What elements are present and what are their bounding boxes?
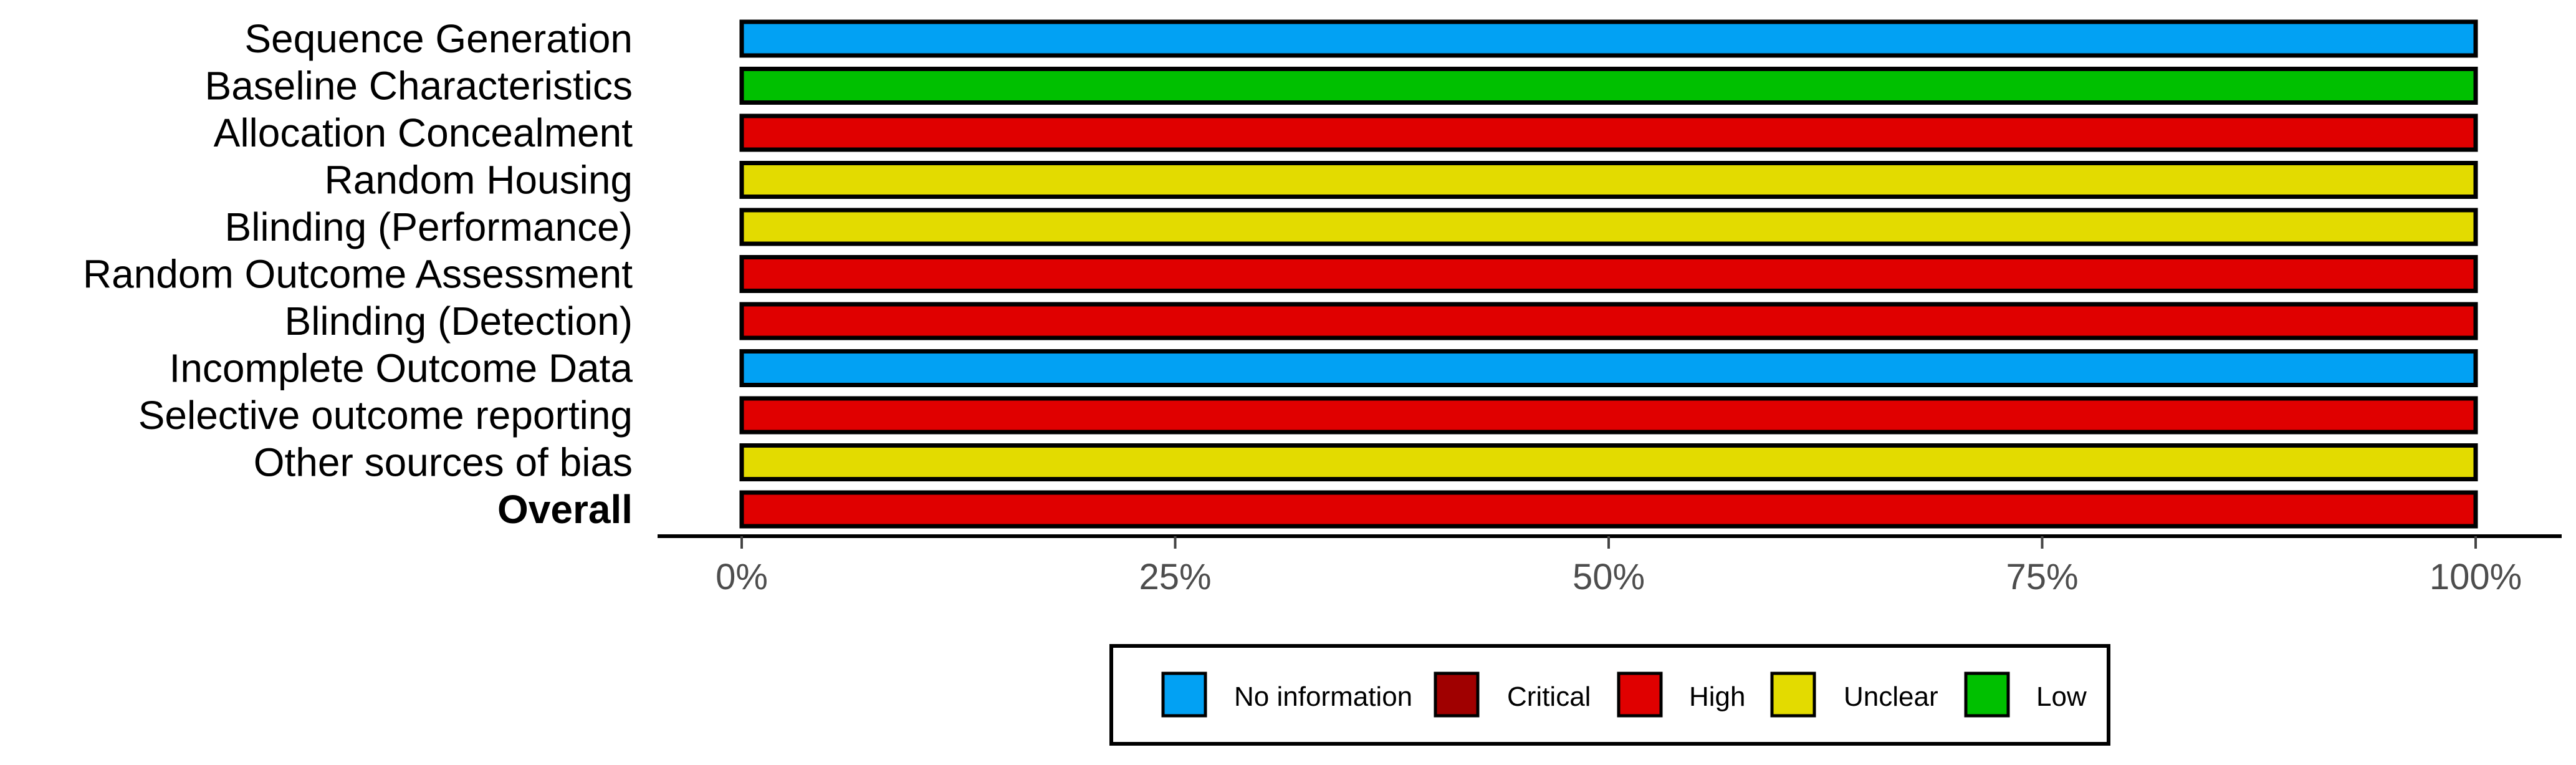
x-tick-label: 0% bbox=[716, 557, 768, 597]
x-tick-label: 50% bbox=[1573, 557, 1645, 597]
category-label: Selective outcome reporting bbox=[138, 393, 633, 438]
x-tick-label: 75% bbox=[2006, 557, 2078, 597]
category-label: Overall bbox=[497, 487, 633, 532]
legend-box bbox=[1109, 644, 2110, 746]
category-label: Sequence Generation bbox=[244, 16, 633, 61]
category-label: Blinding (Detection) bbox=[285, 299, 633, 344]
legend-label: High bbox=[1689, 681, 1746, 712]
legend-swatch-critical bbox=[1434, 671, 1480, 718]
legend-swatch-high bbox=[1617, 671, 1663, 718]
bar-incomplete-outcome-data-no-information bbox=[739, 349, 2478, 387]
legend-label: No information bbox=[1234, 681, 1412, 712]
bar-baseline-characteristics-low bbox=[739, 67, 2478, 105]
legend-label: Critical bbox=[1507, 681, 1591, 712]
category-label: Incomplete Outcome Data bbox=[170, 346, 633, 391]
bar-overall-high bbox=[739, 490, 2478, 529]
legend-swatch-no-information bbox=[1161, 671, 1207, 718]
category-label: Other sources of bias bbox=[254, 440, 633, 485]
bar-other-sources-of-bias-unclear bbox=[739, 443, 2478, 481]
bar-random-housing-unclear bbox=[739, 161, 2478, 199]
bar-sequence-generation-no-information bbox=[739, 19, 2478, 58]
category-label: Baseline Characteristics bbox=[205, 64, 633, 108]
category-label: Blinding (Performance) bbox=[225, 204, 633, 249]
bar-blinding-detection--high bbox=[739, 302, 2478, 340]
legend-swatch-unclear bbox=[1770, 671, 1816, 718]
category-label: Random Outcome Assessment bbox=[83, 252, 633, 297]
category-label: Random Housing bbox=[325, 158, 633, 203]
bar-allocation-concealment-high bbox=[739, 113, 2478, 152]
x-tick-label: 100% bbox=[2430, 557, 2522, 597]
bar-blinding-performance--unclear bbox=[739, 208, 2478, 246]
legend-swatch-low bbox=[1964, 671, 2010, 718]
bar-selective-outcome-reporting-high bbox=[739, 396, 2478, 435]
x-tick-label: 25% bbox=[1139, 557, 1211, 597]
legend-label: Low bbox=[2036, 681, 2087, 712]
category-label: Allocation Concealment bbox=[214, 110, 633, 155]
legend-label: Unclear bbox=[1844, 681, 1938, 712]
bar-random-outcome-assessment-high bbox=[739, 255, 2478, 293]
